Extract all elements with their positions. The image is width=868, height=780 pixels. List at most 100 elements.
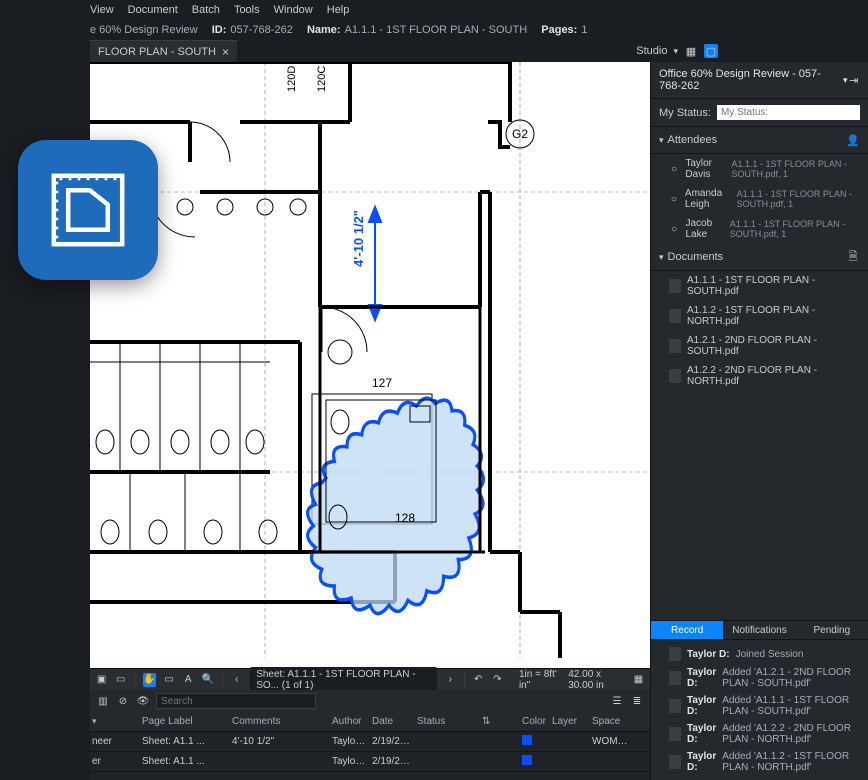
log-icon [669,671,681,685]
document-name: A1.2.2 - 2ND FLOOR PLAN - NORTH.pdf [687,365,860,387]
activity-row: Taylor D:Added 'A1.2.2 - 2ND FLOOR PLAN … [651,720,868,748]
col-page[interactable]: Page Label [142,716,232,727]
document-row[interactable]: A1.1.1 - 1ST FLOOR PLAN - SOUTH.pdf [651,271,868,301]
add-document-icon[interactable]: 🗎 [846,250,860,264]
studio-sessions-icon[interactable]: ▢ [704,44,718,58]
scale-readout: 1in = 8ft' in" [519,669,560,691]
name-value: A1.1.1 - 1ST FLOOR PLAN - SOUTH [345,24,528,36]
menu-window[interactable]: Window [274,4,313,16]
cell: er [92,756,142,767]
user-icon: ○ [669,162,679,176]
menu-help[interactable]: Help [327,4,350,16]
session-header[interactable]: Office 60% Design Review - 057-768-262 ▾… [651,62,868,99]
session-name: Office 60% Design Review - 057-768-262 [659,68,839,92]
menubar: View Document Batch Tools Window Help [0,0,868,20]
next-page-icon[interactable]: › [445,673,456,687]
dimension-text: 4'-10 1/2" [351,210,366,267]
documents-header[interactable]: ▾Documents 🗎 [651,244,868,271]
document-row[interactable]: A1.2.2 - 2ND FLOOR PLAN - NORTH.pdf [651,361,868,391]
table-row[interactable]: neer Sheet: A1.1 ... 4'-10 1/2" Taylor D… [90,732,650,752]
activity-row: Taylor D:Added 'A1.1.2 - 1ST FLOOR PLAN … [651,748,868,776]
documents-label: Documents [668,251,724,263]
col-date[interactable]: Date [372,716,417,727]
col-sort-icon[interactable]: ⇅ [482,716,522,727]
col-color[interactable]: Color [522,716,552,727]
document-row[interactable]: A1.1.2 - 1ST FLOOR PLAN - NORTH.pdf [651,301,868,331]
filter-icon[interactable]: ▥ [96,694,110,708]
rotate-ccw-icon[interactable]: ↶ [473,673,484,687]
document-name: A1.2.1 - 2ND FLOOR PLAN - SOUTH.pdf [687,335,860,357]
pages-value: 1 [581,24,587,36]
pages-label: Pages: [541,24,577,36]
attendee-location: A1.1.1 - 1ST FLOOR PLAN - SOUTH.pdf, 1 [730,219,860,239]
leave-session-icon[interactable]: ⇥ [847,73,860,87]
col-blank[interactable]: ▾ [92,716,142,727]
cell: WOMEN 126 [592,736,632,747]
grid-icon[interactable]: ▦ [633,673,644,687]
pan-tool-icon[interactable]: ✋ [143,673,155,687]
label-120d: 120D [286,66,298,92]
tab-notifications[interactable]: Notifications [723,621,795,639]
attendee-row[interactable]: ○Amanda LeighA1.1.1 - 1ST FLOOR PLAN - S… [651,184,868,214]
attendee-row[interactable]: ○Jacob LakeA1.1.1 - 1ST FLOOR PLAN - SOU… [651,214,868,244]
list-settings-icon[interactable]: ≣ [630,694,644,708]
attendee-row[interactable]: ○Taylor DavisA1.1.1 - 1ST FLOOR PLAN - S… [651,154,868,184]
attendees-header[interactable]: ▾Attendees 👤 [651,127,868,154]
search-input[interactable] [156,693,316,709]
tab-pending[interactable]: Pending [796,621,868,639]
cell: neer [92,736,142,747]
menu-view[interactable]: View [90,4,114,16]
tab-record[interactable]: Record [651,621,723,639]
fit-page-icon[interactable]: ▣ [96,673,107,687]
label-120c: 120C [316,66,328,92]
activity-user: Taylor D: [687,751,716,773]
log-icon [669,647,681,661]
col-author[interactable]: Author [332,716,372,727]
close-icon[interactable]: × [222,45,229,59]
status-input[interactable] [717,105,860,120]
table-row[interactable]: er Sheet: A1.1 ... Taylor Davis 2/19/202… [90,752,650,772]
markups-table: ▾ Page Label Comments Author Date Status… [90,712,650,780]
fit-width-icon[interactable]: ▭ [115,673,126,687]
label-127: 127 [372,376,392,390]
log-icon [669,727,681,741]
menu-batch[interactable]: Batch [192,4,220,16]
attendee-add-icon[interactable]: 👤 [846,133,860,147]
cell: 4'-10 1/2" [232,736,332,747]
activity-text: Added 'A1.2.1 - 2ND FLOOR PLAN - SOUTH.p… [722,667,860,689]
prev-page-icon[interactable]: ‹ [231,673,242,687]
label-g2: G2 [512,127,528,141]
activity-log: Taylor D:Joined Session Taylor D:Added '… [651,640,868,780]
document-tab[interactable]: FLOOR PLAN - SOUTH × [90,40,237,62]
document-row[interactable]: A1.2.1 - 2ND FLOOR PLAN - SOUTH.pdf [651,331,868,361]
id-label: ID: [212,24,227,36]
status-label: My Status: [659,107,711,119]
studio-label[interactable]: Studio [636,45,667,57]
activity-text: Added 'A1.2.2 - 2ND FLOOR PLAN - NORTH.p… [722,723,860,745]
col-layer[interactable]: Layer [552,716,592,727]
activity-user: Taylor D: [687,649,730,660]
studio-projects-icon[interactable]: ▦ [684,44,698,58]
menu-tools[interactable]: Tools [234,4,260,16]
text-select-icon[interactable]: A [183,673,194,687]
chevron-down-icon[interactable]: ▾ [673,46,678,57]
col-comments[interactable]: Comments [232,716,332,727]
col-status[interactable]: Status [417,716,482,727]
pdf-icon [669,279,681,293]
columns-icon[interactable]: ☰ [610,694,624,708]
log-icon [669,755,681,769]
document-list: A1.1.1 - 1ST FLOOR PLAN - SOUTH.pdf A1.1… [651,271,868,391]
id-value: 057-768-262 [230,24,292,36]
cell: Taylor Davis [332,756,372,767]
zoom-icon[interactable]: 🔍 [202,673,214,687]
select-tool-icon[interactable]: ▭ [164,673,175,687]
markup-filter-bar: ▥ ⊘ 👁 ☰ ≣ [90,690,650,712]
menu-document[interactable]: Document [128,4,178,16]
eye-icon[interactable]: 👁 [136,694,150,708]
attendee-name: Amanda Leigh [685,188,731,210]
col-space[interactable]: Space [592,716,632,727]
rotate-cw-icon[interactable]: ↷ [492,673,503,687]
activity-row: Taylor D:Added 'A1.2.1 - 2ND FLOOR PLAN … [651,664,868,692]
hide-icon[interactable]: ⊘ [116,694,130,708]
sheet-selector[interactable]: Sheet: A1.1.1 - 1ST FLOOR PLAN - SO... (… [250,667,437,693]
